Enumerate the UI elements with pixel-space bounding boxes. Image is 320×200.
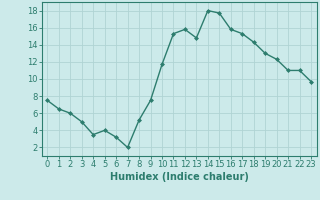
X-axis label: Humidex (Indice chaleur): Humidex (Indice chaleur) bbox=[110, 172, 249, 182]
